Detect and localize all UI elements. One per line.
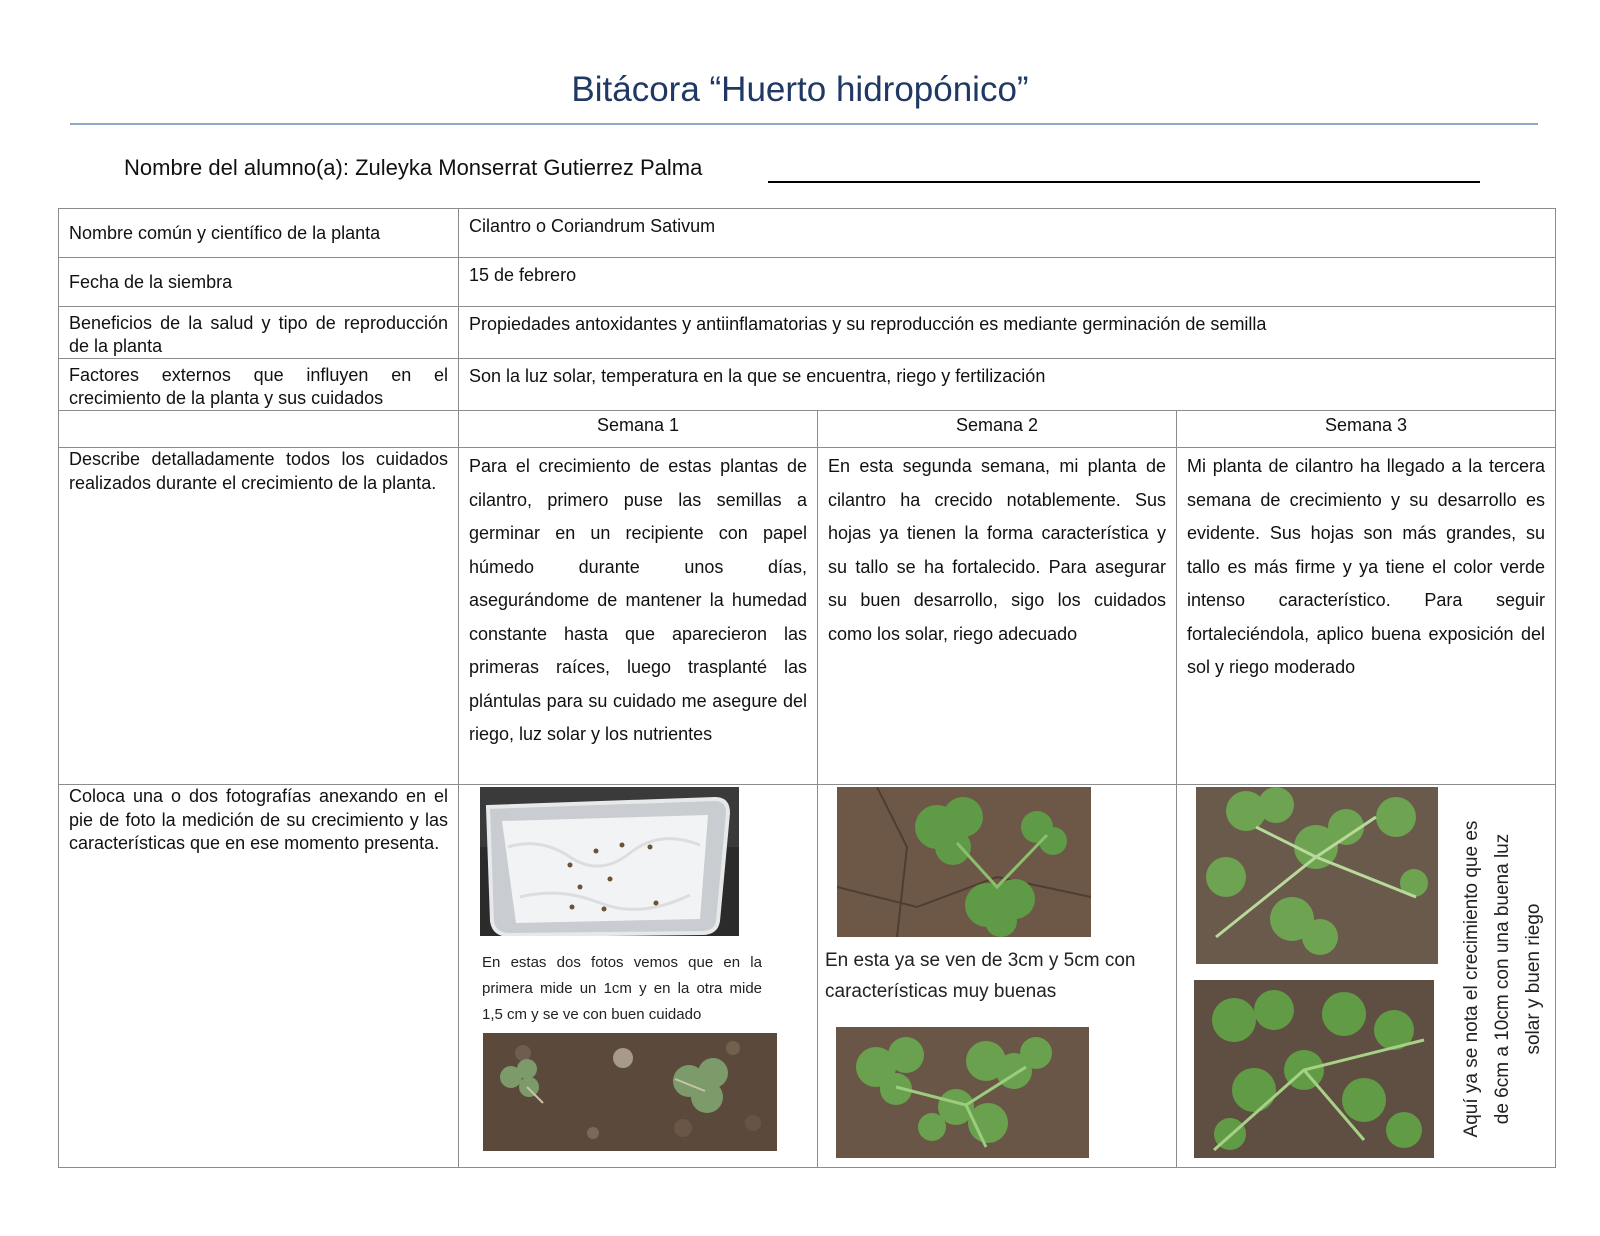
value-cell: Propiedades antoxidantes y antiinflamato… (458, 306, 1556, 359)
week-3-caption-text: Aquí ya se nota el crecimiento que es de… (1461, 820, 1544, 1138)
week-1-header: Semana 1 (596, 415, 680, 435)
care-row: Describe detalladamente todos los cuidad… (58, 447, 1556, 785)
plant-name-label: Nombre común y científico de la planta (69, 223, 381, 243)
factors-value: Son la luz solar, temperatura en la que … (469, 366, 1046, 386)
value-cell: 15 de febrero (458, 257, 1556, 307)
sowing-date-value: 15 de febrero (469, 265, 577, 285)
care-week-2: En esta segunda semana, mi planta de cil… (828, 456, 1166, 644)
week-2-header: Semana 2 (955, 415, 1039, 435)
label-cell: Coloca una o dos fotografías anexando en… (58, 784, 459, 1168)
care-label: Describe detalladamente todos los cuidad… (69, 449, 448, 493)
care-cell: En esta segunda semana, mi planta de cil… (817, 447, 1177, 785)
label-cell: Nombre común y científico de la planta (58, 208, 459, 258)
document-title: Bitácora “Huerto hidropónico” (571, 70, 1029, 109)
week-header: Semana 3 (1176, 410, 1556, 448)
care-cell: Mi planta de cilantro ha llegado a la te… (1176, 447, 1556, 785)
sowing-date-label: Fecha de la siembra (69, 272, 233, 292)
value-cell: Cilantro o Coriandrum Sativum (458, 208, 1556, 258)
plant-name-value: Cilantro o Coriandrum Sativum (469, 216, 716, 236)
label-cell: Describe detalladamente todos los cuidad… (58, 447, 459, 785)
label-cell: Beneficios de la salud y tipo de reprodu… (58, 306, 459, 359)
week-2-photo-1 (837, 787, 1091, 937)
week-2-caption: En esta ya se ven de 3cm y 5cm con carac… (825, 950, 1136, 1002)
student-name-blank-line (768, 181, 1480, 183)
week-header: Semana 2 (817, 410, 1177, 448)
week-3-photo-2 (1194, 980, 1434, 1158)
benefits-value: Propiedades antoxidantes y antiinflamato… (469, 314, 1267, 334)
week-1-photo-seedlings (483, 1033, 777, 1151)
week-header-row: Semana 1 Semana 2 Semana 3 (58, 410, 1556, 448)
benefits-label: Beneficios de la salud y tipo de reprodu… (69, 313, 448, 356)
care-cell: Para el crecimiento de estas plantas de … (458, 447, 818, 785)
empty-cell (58, 410, 459, 448)
table-row: Fecha de la siembra 15 de febrero (58, 257, 1556, 307)
table-row: Beneficios de la salud y tipo de reprodu… (58, 306, 1556, 359)
value-cell: Son la luz solar, temperatura en la que … (458, 358, 1556, 411)
week-3-header: Semana 3 (1324, 415, 1408, 435)
week-3-photo-1 (1196, 787, 1438, 964)
care-week-1: Para el crecimiento de estas plantas de … (469, 456, 807, 744)
label-cell: Factores externos que influyen en el cre… (58, 358, 459, 411)
week-3-caption: Aquí ya se nota el crecimiento que es de… (1448, 814, 1544, 1144)
week-1-photo-germination (480, 787, 739, 936)
label-cell: Fecha de la siembra (58, 257, 459, 307)
photos-label: Coloca una o dos fotografías anexando en… (69, 786, 448, 853)
student-name: Nombre del alumno(a): Zuleyka Monserrat … (124, 155, 703, 180)
factors-label: Factores externos que influyen en el cre… (69, 365, 448, 408)
table-row: Nombre común y científico de la planta C… (58, 208, 1556, 258)
week-1-caption: En estas dos fotos vemos que en la prime… (482, 954, 762, 1023)
week-header: Semana 1 (458, 410, 818, 448)
care-week-3: Mi planta de cilantro ha llegado a la te… (1187, 456, 1545, 677)
title-underline (70, 123, 1538, 125)
week-2-photo-2 (836, 1027, 1089, 1158)
table-row: Factores externos que influyen en el cre… (58, 358, 1556, 411)
